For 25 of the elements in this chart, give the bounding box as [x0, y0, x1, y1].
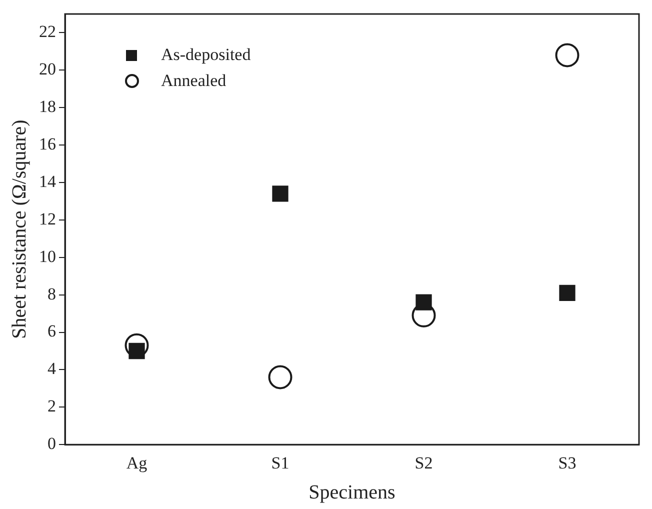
y-tick-label: 2	[48, 396, 56, 416]
y-tick-label: 6	[48, 322, 56, 341]
y-axis-title: Sheet resistance (Ω/square)	[8, 120, 30, 339]
x-tick-label: S1	[271, 453, 290, 472]
y-tick-label: 20	[39, 60, 56, 79]
legend-label: As-deposited	[161, 44, 251, 66]
y-tick-label: 0	[48, 434, 56, 454]
point	[272, 186, 288, 202]
x-tick-label: S2	[414, 453, 433, 472]
legend-label: Annealed	[161, 70, 226, 92]
y-tick-label: 10	[39, 246, 56, 266]
x-tick-label: S3	[558, 453, 576, 472]
point	[555, 43, 580, 68]
y-tick-label: 8	[48, 284, 56, 304]
y-tick-label: 14	[39, 172, 56, 191]
y-tick-label: 4	[48, 359, 56, 378]
y-tick-label: 22	[39, 22, 56, 42]
y-tick-label: 16	[39, 134, 56, 154]
y-tick-label: 18	[39, 97, 56, 116]
point	[416, 294, 432, 310]
point	[268, 365, 292, 390]
x-tick-label: Ag	[126, 453, 148, 472]
y-tick-label: 12	[39, 209, 56, 228]
point	[559, 284, 576, 302]
x-axis-title: Specimens	[308, 481, 396, 504]
